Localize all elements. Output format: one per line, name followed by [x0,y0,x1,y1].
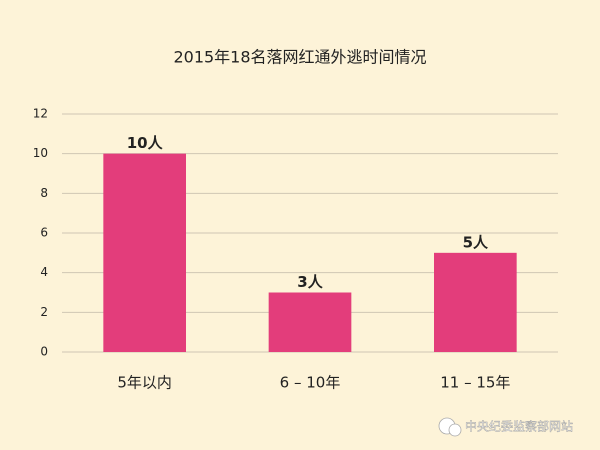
y-tick-label: 12 [33,107,48,121]
x-tick-label: 6 – 10年 [280,374,341,392]
watermark: 中央纪委监察部网站 [465,419,573,434]
bar [103,153,186,352]
y-tick-label: 4 [40,265,48,279]
value-label: 10人 [127,134,164,152]
x-tick-label: 11 – 15年 [440,374,510,392]
x-tick-label: 5年以内 [117,374,172,392]
bar [434,252,517,352]
y-tick-label: 10 [33,146,48,160]
watermark-icon [438,417,462,437]
y-tick-label: 8 [40,186,48,200]
y-tick-label: 6 [40,226,48,240]
value-label: 5人 [463,233,489,251]
y-tick-label: 2 [40,305,48,319]
chart-title: 2015年18名落网红通外逃时间情况 [173,48,426,67]
value-label: 3人 [297,273,323,291]
bar [268,292,352,352]
y-tick-label: 0 [40,345,48,359]
